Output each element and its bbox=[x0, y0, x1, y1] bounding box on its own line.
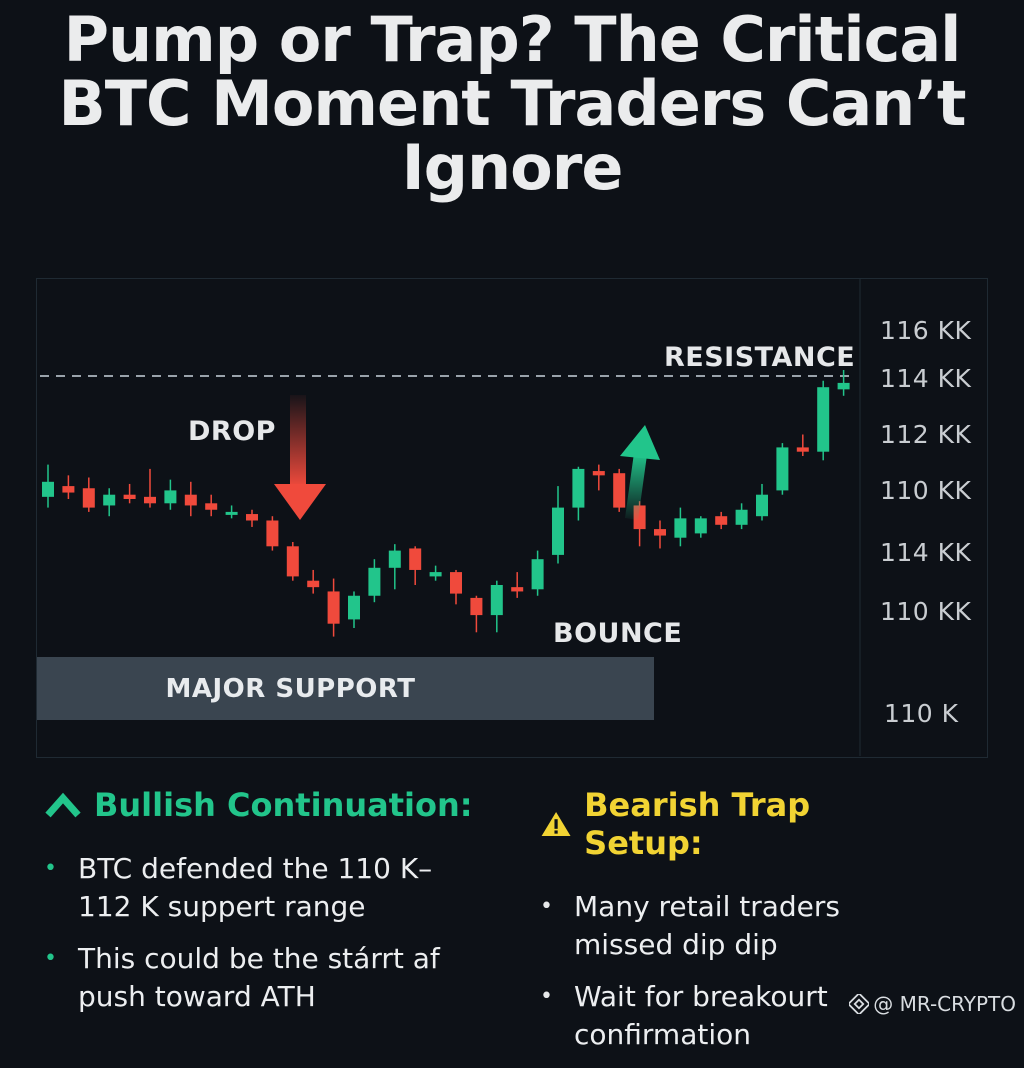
candle-body bbox=[552, 507, 564, 555]
candle-body bbox=[756, 494, 768, 517]
candle-body bbox=[735, 509, 748, 525]
candle-body bbox=[82, 488, 95, 508]
warning-icon bbox=[541, 811, 571, 837]
candle-body bbox=[103, 494, 116, 506]
candles-group bbox=[42, 370, 850, 637]
drop-arrow-icon bbox=[274, 395, 326, 520]
candle-body bbox=[776, 447, 789, 491]
candle-body bbox=[694, 518, 707, 534]
candle-body bbox=[205, 503, 218, 510]
candle-body bbox=[796, 447, 809, 452]
candle-body bbox=[368, 567, 381, 596]
chevron-up-icon bbox=[45, 792, 81, 818]
candle-body bbox=[490, 585, 503, 616]
price-tick: 112 KK bbox=[880, 420, 972, 449]
bullet-dot-icon: • bbox=[44, 946, 57, 971]
candle-body bbox=[348, 595, 360, 620]
candle-body bbox=[184, 494, 197, 506]
candle-body bbox=[715, 516, 728, 525]
price-tick: 110 K bbox=[884, 699, 959, 728]
candle-body bbox=[388, 550, 401, 568]
candle-body bbox=[572, 468, 585, 508]
list-item: • Many retail traders missed dip dip bbox=[540, 888, 870, 964]
candle-body bbox=[42, 481, 54, 497]
bullet-text: BTC defended the 110 K– 112 K suppert ra… bbox=[78, 852, 433, 923]
drop-label: DROP bbox=[188, 416, 276, 447]
candle-body bbox=[62, 486, 75, 493]
candle-body bbox=[307, 580, 320, 588]
bullet-text: Many retail traders missed dip dip bbox=[574, 890, 840, 961]
bearish-list: • Many retail traders missed dip dip • W… bbox=[540, 888, 870, 1054]
candle-body bbox=[674, 518, 687, 538]
page-title: Pump or Trap? The Critical BTC Moment Tr… bbox=[58, 3, 967, 204]
chart-frame bbox=[36, 278, 988, 758]
candle-body bbox=[531, 559, 544, 590]
bullet-dot-icon: • bbox=[540, 984, 553, 1009]
price-tick: 110 KK bbox=[880, 597, 972, 626]
support-label: MAJOR SUPPORT bbox=[165, 673, 416, 704]
candle-body bbox=[286, 546, 299, 577]
candle-body bbox=[592, 471, 605, 476]
candle-body bbox=[613, 473, 626, 508]
candle-body bbox=[654, 529, 666, 536]
bullish-heading-row: Bullish Continuation: bbox=[44, 786, 484, 824]
candle-body bbox=[246, 514, 258, 521]
price-tick: 114 KK bbox=[880, 364, 972, 393]
price-tick: 114 KK bbox=[880, 538, 972, 567]
bullet-dot-icon: • bbox=[540, 894, 553, 919]
bullish-list: • BTC defended the 110 K– 112 K suppert … bbox=[44, 850, 484, 1016]
list-item: • This could be the stárrt af push towar… bbox=[44, 940, 484, 1016]
candle-body bbox=[817, 387, 830, 452]
candle-body bbox=[266, 520, 279, 547]
binance-logo-icon bbox=[849, 994, 870, 1014]
watermark-text: @ MR-CRYPTO bbox=[873, 992, 1016, 1016]
price-tick: 116 KK bbox=[880, 316, 972, 345]
bullet-text: This could be the stárrt af push toward … bbox=[78, 942, 440, 1013]
candle-body bbox=[511, 587, 524, 592]
bearish-heading: Bearish Trap Setup: bbox=[584, 786, 811, 862]
resistance-label: RESISTANCE bbox=[664, 342, 856, 373]
candle-body bbox=[327, 591, 340, 624]
major-support-band: MAJOR SUPPORT bbox=[37, 657, 654, 720]
bullet-text: Wait for breakourt confirmation bbox=[574, 980, 828, 1051]
candle-body bbox=[450, 572, 462, 594]
bearish-heading-row: Bearish Trap Setup: bbox=[540, 786, 870, 862]
candle-body bbox=[123, 494, 136, 499]
candlestick-chart bbox=[40, 278, 861, 756]
watermark: @ MR-CRYPTO bbox=[849, 992, 1016, 1016]
list-item: • Wait for breakourt confirmation bbox=[540, 978, 870, 1054]
candle-body bbox=[144, 496, 156, 504]
price-tick: 110 KK bbox=[880, 476, 972, 505]
bullish-section: Bullish Continuation: • BTC defended the… bbox=[44, 786, 484, 1030]
candle-body bbox=[164, 490, 177, 504]
bearish-section: Bearish Trap Setup: • Many retail trader… bbox=[540, 786, 870, 1068]
bounce-label: BOUNCE bbox=[553, 618, 683, 649]
candle-body bbox=[225, 511, 238, 515]
candle-body bbox=[837, 382, 850, 390]
up-arrow-icon bbox=[620, 425, 660, 520]
list-item: • BTC defended the 110 K– 112 K suppert … bbox=[44, 850, 484, 926]
candle-body bbox=[429, 572, 442, 577]
candle-body bbox=[470, 597, 483, 616]
bullet-dot-icon: • bbox=[44, 856, 57, 881]
candle-body bbox=[409, 548, 422, 570]
bullish-heading: Bullish Continuation: bbox=[94, 786, 473, 824]
